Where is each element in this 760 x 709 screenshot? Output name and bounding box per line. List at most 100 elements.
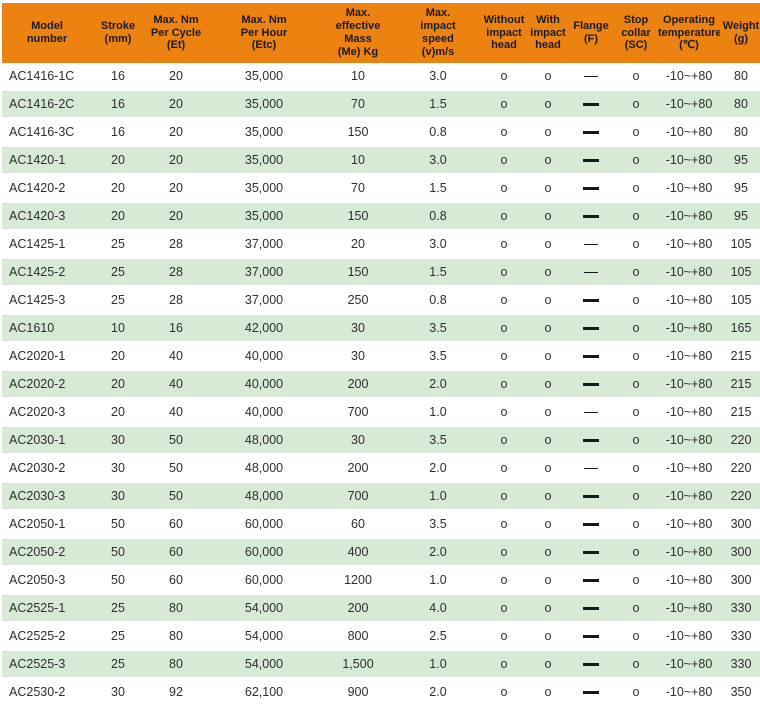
cell-weight: 80 [720, 63, 760, 91]
flange-dash-thin-icon [584, 244, 598, 246]
cell-per_cycle: 92 [144, 679, 208, 707]
cell-flange [568, 287, 614, 315]
cell-speed: 1.0 [396, 651, 480, 679]
cell-mass: 70 [320, 91, 396, 119]
cell-per_hour: 48,000 [208, 455, 320, 483]
cell-per_hour: 48,000 [208, 483, 320, 511]
cell-weight: 220 [720, 455, 760, 483]
cell-stop_collar: o [614, 595, 658, 623]
cell-mass: 30 [320, 343, 396, 371]
cell-flange [568, 595, 614, 623]
flange-dash-bold-icon [583, 159, 599, 163]
cell-with_head: o [528, 651, 568, 679]
cell-model: AC1425-2 [2, 259, 92, 287]
cell-model: AC1420-2 [2, 175, 92, 203]
cell-weight: 215 [720, 343, 760, 371]
spec-table: Model number Stroke (mm) Max. Nm Per Cycle… [2, 3, 760, 707]
cell-flange [568, 567, 614, 595]
cell-speed: 3.0 [396, 147, 480, 175]
cell-with_head: o [528, 511, 568, 539]
table-row: AC1420-2 20 20 35,000 70 1.5 o o o -10~+80 95 [2, 175, 760, 203]
cell-stroke: 30 [92, 679, 144, 707]
cell-weight: 215 [720, 399, 760, 427]
cell-with_head: o [528, 259, 568, 287]
table-row: AC2530-2 30 92 62,100 900 2.0 o o o -10~+80 350 [2, 679, 760, 707]
cell-stroke: 30 [92, 427, 144, 455]
flange-dash-bold-icon [583, 439, 599, 443]
cell-stroke: 20 [92, 371, 144, 399]
cell-stroke: 20 [92, 175, 144, 203]
cell-per_hour: 60,000 [208, 539, 320, 567]
cell-per_cycle: 80 [144, 651, 208, 679]
cell-model: AC2050-2 [2, 539, 92, 567]
flange-dash-bold-icon [583, 187, 599, 191]
cell-per_cycle: 60 [144, 511, 208, 539]
cell-mass: 30 [320, 427, 396, 455]
col-header-per_cycle: Max. Nm Per Cycle (Et) [144, 3, 208, 63]
cell-per_hour: 62,100 [208, 679, 320, 707]
table-row: AC2020-3 20 40 40,000 700 1.0 o o o -10~+80 215 [2, 399, 760, 427]
cell-flange [568, 315, 614, 343]
cell-stroke: 25 [92, 595, 144, 623]
cell-weight: 80 [720, 119, 760, 147]
cell-speed: 3.0 [396, 231, 480, 259]
cell-stroke: 16 [92, 91, 144, 119]
cell-stop_collar: o [614, 567, 658, 595]
cell-with_head: o [528, 595, 568, 623]
flange-dash-bold-icon [583, 299, 599, 303]
cell-mass: 1200 [320, 567, 396, 595]
cell-stroke: 25 [92, 651, 144, 679]
cell-per_cycle: 80 [144, 595, 208, 623]
cell-without_head: o [480, 175, 528, 203]
cell-without_head: o [480, 63, 528, 91]
cell-mass: 150 [320, 203, 396, 231]
cell-model: AC2020-2 [2, 371, 92, 399]
flange-dash-bold-icon [583, 607, 599, 611]
cell-temp: -10~+80 [658, 315, 720, 343]
flange-dash-thin-icon [584, 468, 598, 470]
cell-speed: 0.8 [396, 203, 480, 231]
cell-weight: 95 [720, 147, 760, 175]
cell-without_head: o [480, 651, 528, 679]
table-row: AC1610 10 16 42,000 30 3.5 o o o -10~+80 165 [2, 315, 760, 343]
col-header-weight: Weight (g) [720, 3, 760, 63]
cell-without_head: o [480, 567, 528, 595]
cell-speed: 2.0 [396, 539, 480, 567]
cell-stop_collar: o [614, 119, 658, 147]
cell-speed: 2.0 [396, 455, 480, 483]
cell-weight: 330 [720, 623, 760, 651]
cell-with_head: o [528, 231, 568, 259]
cell-speed: 1.5 [396, 91, 480, 119]
cell-stop_collar: o [614, 679, 658, 707]
cell-with_head: o [528, 679, 568, 707]
cell-model: AC2030-1 [2, 427, 92, 455]
table-row: AC2050-3 50 60 60,000 1200 1.0 o o o -10~+80 300 [2, 567, 760, 595]
cell-per_hour: 48,000 [208, 427, 320, 455]
cell-temp: -10~+80 [658, 483, 720, 511]
cell-per_cycle: 28 [144, 259, 208, 287]
cell-stroke: 20 [92, 203, 144, 231]
cell-speed: 1.5 [396, 175, 480, 203]
cell-with_head: o [528, 63, 568, 91]
cell-without_head: o [480, 259, 528, 287]
cell-flange [568, 371, 614, 399]
cell-flange [568, 427, 614, 455]
cell-without_head: o [480, 455, 528, 483]
cell-per_hour: 54,000 [208, 595, 320, 623]
cell-weight: 350 [720, 679, 760, 707]
cell-mass: 700 [320, 483, 396, 511]
flange-dash-bold-icon [583, 663, 599, 667]
flange-dash-bold-icon [583, 383, 599, 387]
cell-flange [568, 343, 614, 371]
cell-per_hour: 35,000 [208, 147, 320, 175]
cell-mass: 900 [320, 679, 396, 707]
cell-with_head: o [528, 315, 568, 343]
cell-stroke: 20 [92, 399, 144, 427]
cell-stroke: 20 [92, 147, 144, 175]
cell-per_hour: 35,000 [208, 119, 320, 147]
cell-per_hour: 40,000 [208, 399, 320, 427]
cell-weight: 300 [720, 539, 760, 567]
cell-temp: -10~+80 [658, 595, 720, 623]
cell-stroke: 25 [92, 287, 144, 315]
cell-flange [568, 119, 614, 147]
